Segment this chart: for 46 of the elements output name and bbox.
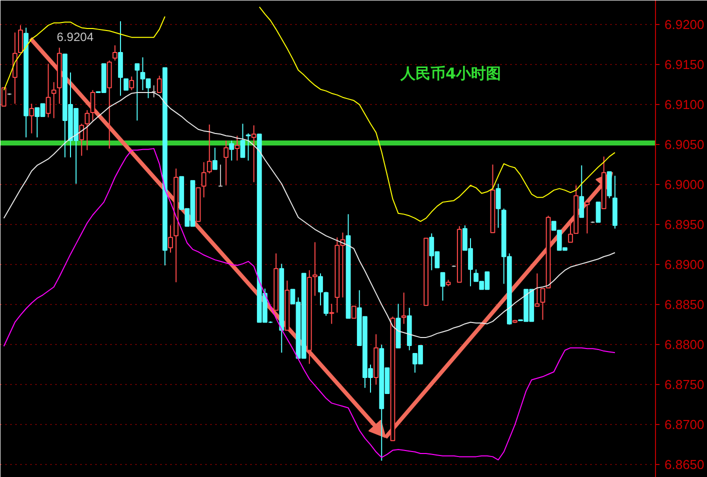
candlestick: [90, 90, 96, 122]
candlestick: [251, 124, 256, 183]
y-tick-label: 6.8950: [664, 217, 704, 232]
candlestick: [246, 132, 251, 162]
candlestick: [168, 224, 173, 254]
y-tick-label: 6.8750: [664, 377, 704, 392]
candlestick: [156, 75, 162, 94]
candlestick: [584, 200, 590, 234]
candlestick: [229, 140, 234, 162]
candlestick: [46, 63, 51, 118]
candlestick: [351, 306, 356, 319]
line-series: [3, 148, 616, 460]
y-tick-label: 6.8900: [664, 257, 704, 272]
candlestick: [129, 76, 134, 91]
y-tick-label: 6.8650: [664, 457, 704, 472]
y-tick-label: 6.8850: [664, 297, 704, 312]
candlestick: [579, 164, 584, 218]
candlestick: [329, 303, 334, 324]
candlestick: [596, 202, 601, 223]
candlestick: [79, 123, 84, 156]
candlestick: [312, 242, 318, 296]
y-tick-label: 6.8700: [664, 417, 704, 432]
candlestick: [240, 123, 246, 158]
y-tick-label: 6.9000: [664, 177, 704, 192]
y-tick-label: 6.9050: [664, 137, 704, 152]
candlestick: [212, 147, 218, 170]
candlestick: [112, 44, 118, 62]
y-tick-label: 6.9200: [664, 17, 704, 32]
annotation: 6.9204: [56, 30, 94, 44]
candlestick: [440, 272, 446, 302]
candlestick: [18, 24, 23, 54]
candlestick: [234, 135, 240, 162]
candlestick: [124, 78, 128, 91]
line-series: [3, 92, 616, 338]
candlestick: [134, 63, 140, 122]
text: 人民币4小时图: [400, 64, 501, 82]
candlestick: [51, 82, 56, 119]
y-tick-label: 6.9100: [664, 97, 704, 112]
candlestick: [224, 140, 228, 186]
candlestick: [534, 272, 540, 307]
candlestick: [496, 183, 501, 228]
candlestick: [401, 292, 406, 324]
candlestick: [84, 110, 90, 151]
candlestick: [29, 103, 34, 134]
y-tick-label: 6.9150: [664, 57, 704, 72]
y-tick-label: 6.8800: [664, 337, 704, 352]
